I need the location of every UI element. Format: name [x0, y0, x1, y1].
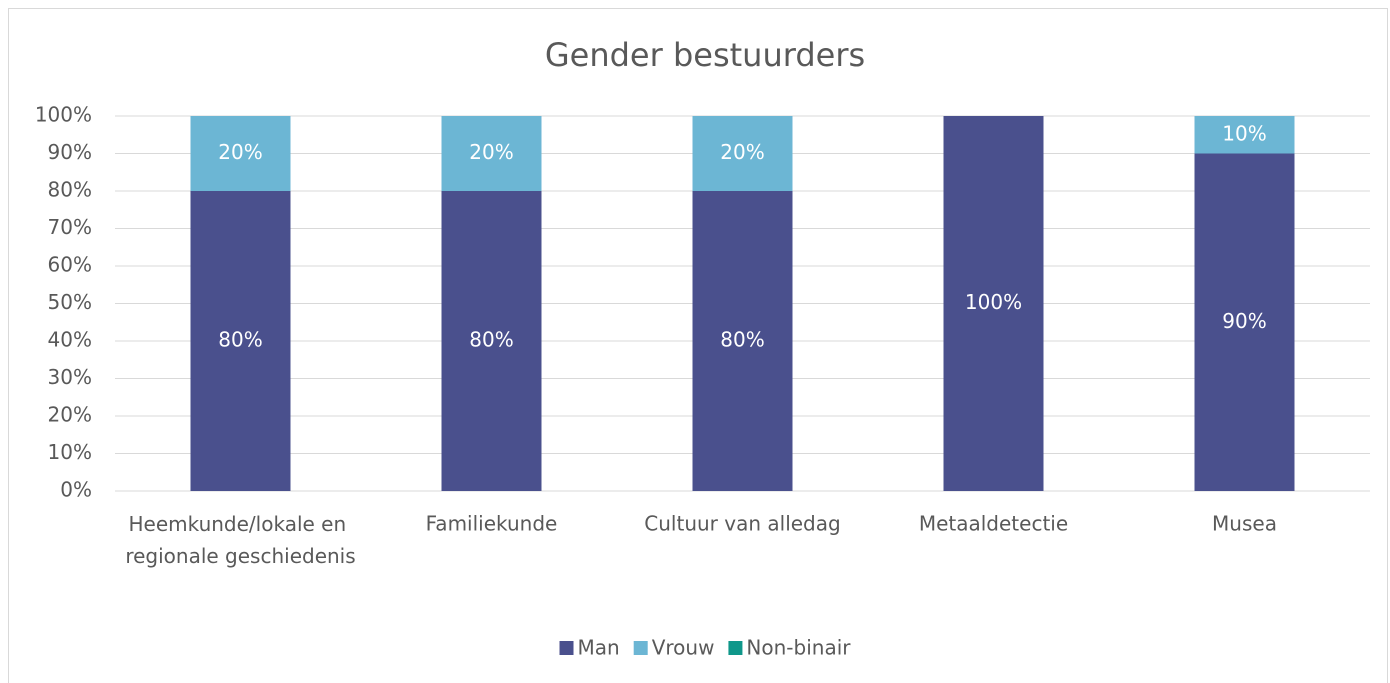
data-label: 20% [218, 140, 262, 164]
bar-segment [441, 116, 542, 191]
data-label: 20% [720, 140, 764, 164]
y-tick-label: 50% [48, 290, 92, 314]
x-tick-label: Cultuur van alledag [644, 512, 840, 536]
y-tick-label: 60% [48, 253, 92, 277]
x-tick-label: Heemkunde/lokale en regionale geschieden… [125, 512, 355, 568]
data-label: 10% [1222, 121, 1266, 145]
y-tick-label: 0% [60, 478, 92, 502]
data-label: 80% [720, 328, 764, 352]
legend-label: Vrouw [652, 636, 715, 660]
data-label: 100% [965, 290, 1022, 314]
y-tick-label: 10% [48, 440, 92, 464]
legend-swatch [559, 641, 574, 655]
bar-segment [190, 191, 291, 491]
x-tick-label: Metaaldetectie [919, 512, 1068, 536]
y-tick-label: 20% [48, 403, 92, 427]
bar-segment [692, 116, 793, 191]
x-tick-label-line: Heemkunde/lokale en [128, 512, 352, 536]
y-tick-label: 90% [48, 140, 92, 164]
legend-label: Non-binair [746, 636, 851, 660]
x-tick-label: Musea [1212, 512, 1277, 536]
bar-segment [692, 191, 793, 491]
legend-label: Man [578, 636, 620, 660]
bar-segment [441, 191, 542, 491]
data-label: 80% [218, 328, 262, 352]
data-label: 80% [469, 328, 513, 352]
chart-title: Gender bestuurders [545, 36, 865, 74]
y-tick-label: 80% [48, 178, 92, 202]
data-label: 90% [1222, 309, 1266, 333]
legend: Man Vrouw Non-binair [559, 636, 851, 660]
bar-segment [190, 116, 291, 191]
bar-segment [1194, 153, 1295, 491]
y-tick-label: 30% [48, 365, 92, 389]
data-label: 20% [469, 140, 513, 164]
bar-segment [1194, 116, 1295, 154]
x-tick-label-line: regionale geschiedenis [125, 544, 355, 568]
y-tick-label: 40% [48, 328, 92, 352]
bar-segment [943, 116, 1044, 491]
legend-swatch [633, 641, 648, 655]
legend-swatch [728, 641, 743, 655]
y-tick-label: 70% [48, 215, 92, 239]
y-tick-label: 100% [35, 103, 92, 127]
x-tick-label: Familiekunde [426, 512, 558, 536]
